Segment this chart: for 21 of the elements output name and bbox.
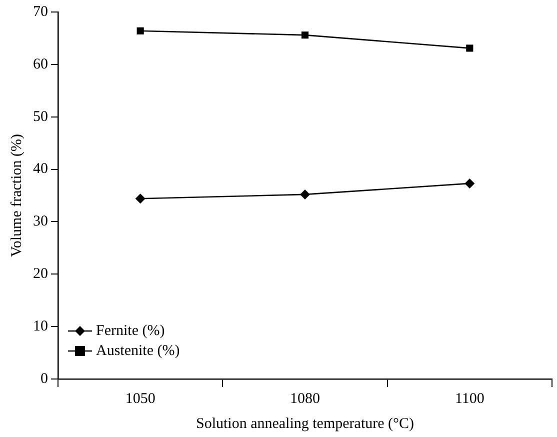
y-tick-label: 20 <box>33 266 48 282</box>
point <box>300 189 310 200</box>
x-axis-title: Solution annealing temperature (°C) <box>196 416 414 432</box>
x-tick-label: 1050 <box>125 390 156 407</box>
legend-label: Austenite (%) <box>96 342 180 359</box>
y-tick-label: 40 <box>33 161 48 178</box>
legend-label: Fernite (%) <box>96 322 165 339</box>
y-tick-label: 30 <box>33 214 48 230</box>
x-tick-label: 1080 <box>290 390 320 407</box>
x-tick-label: 1100 <box>454 390 484 407</box>
y-tick-label: 70 <box>33 4 48 20</box>
point <box>301 32 309 39</box>
y-tick-label: 50 <box>33 108 48 125</box>
y-tick-label: 10 <box>33 318 48 335</box>
point <box>464 178 475 188</box>
point <box>466 44 474 52</box>
y-tick-label: 0 <box>40 370 48 387</box>
point <box>135 194 146 204</box>
y-tick-label: 60 <box>33 56 48 72</box>
point <box>136 27 144 34</box>
y-axis-title: Volume fraction (%) <box>8 134 25 258</box>
